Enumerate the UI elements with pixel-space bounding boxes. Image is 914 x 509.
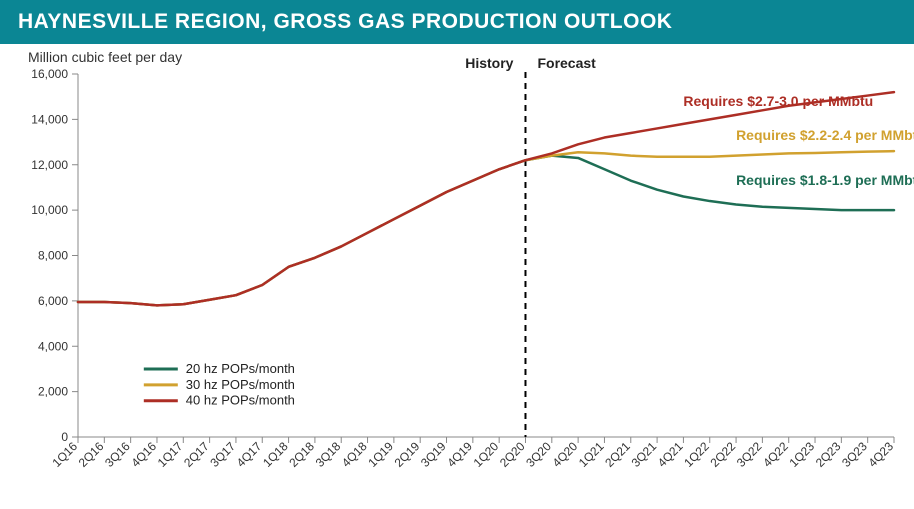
x-tick-label: 4Q19: [444, 439, 475, 470]
y-tick-label: 2,000: [38, 385, 68, 399]
y-tick-label: 10,000: [31, 203, 68, 217]
x-tick-label: 3Q16: [102, 439, 133, 470]
y-tick-label: 14,000: [31, 112, 68, 126]
x-tick-label: 3Q17: [207, 439, 238, 470]
x-tick-label: 4Q16: [128, 439, 159, 470]
x-tick-label: 1Q16: [49, 439, 80, 470]
x-tick-label: 3Q21: [629, 439, 660, 470]
x-tick-label: 3Q22: [734, 439, 765, 470]
forecast-label: Forecast: [537, 55, 596, 71]
x-tick-label: 1Q20: [471, 439, 502, 470]
x-tick-label: 1Q23: [786, 439, 817, 470]
y-tick-label: 16,000: [31, 67, 68, 81]
x-tick-label: 3Q20: [523, 439, 554, 470]
x-tick-label: 4Q23: [865, 439, 896, 470]
legend-label: 30 hz POPs/month: [186, 377, 295, 392]
y-tick-label: 8,000: [38, 249, 68, 263]
history-label: History: [465, 55, 513, 71]
x-tick-label: 4Q22: [760, 439, 791, 470]
x-tick-label: 1Q21: [576, 439, 607, 470]
y-tick-label: 6,000: [38, 294, 68, 308]
x-tick-label: 2Q21: [602, 439, 633, 470]
x-tick-label: 2Q17: [181, 439, 212, 470]
x-tick-label: 3Q19: [418, 439, 449, 470]
x-tick-label: 4Q20: [550, 439, 581, 470]
x-tick-label: 4Q18: [339, 439, 370, 470]
x-tick-label: 1Q18: [260, 439, 291, 470]
x-tick-label: 1Q19: [365, 439, 396, 470]
x-tick-label: 2Q22: [708, 439, 739, 470]
x-tick-label: 2Q18: [286, 439, 317, 470]
page-title: HAYNESVILLE REGION, GROSS GAS PRODUCTION…: [0, 0, 914, 44]
x-tick-label: 1Q17: [155, 439, 186, 470]
x-tick-label: 3Q18: [313, 439, 344, 470]
x-tick-label: 2Q16: [76, 439, 107, 470]
legend-label: 20 hz POPs/month: [186, 361, 295, 376]
x-tick-label: 4Q21: [655, 439, 686, 470]
y-tick-label: 12,000: [31, 158, 68, 172]
legend-label: 40 hz POPs/month: [186, 393, 295, 408]
chart-container: Million cubic feet per day02,0004,0006,0…: [0, 44, 914, 509]
y-axis-title: Million cubic feet per day: [28, 49, 182, 65]
x-tick-label: 3Q23: [839, 439, 870, 470]
production-chart: Million cubic feet per day02,0004,0006,0…: [0, 44, 914, 509]
x-tick-label: 4Q17: [234, 439, 265, 470]
x-tick-label: 2Q20: [497, 439, 528, 470]
x-tick-label: 1Q22: [681, 439, 712, 470]
series-annotation: Requires $2.2-2.4 per MMbtu: [736, 127, 914, 143]
title-text: HAYNESVILLE REGION, GROSS GAS PRODUCTION…: [18, 10, 672, 33]
x-tick-label: 2Q19: [392, 439, 423, 470]
series-annotation: Requires $2.7-3.0 per MMbtu: [683, 93, 873, 109]
x-tick-label: 2Q23: [813, 439, 844, 470]
series-annotation: Requires $1.8-1.9 per MMbtu: [736, 172, 914, 188]
y-tick-label: 4,000: [38, 339, 68, 353]
series-line: [78, 92, 894, 305]
